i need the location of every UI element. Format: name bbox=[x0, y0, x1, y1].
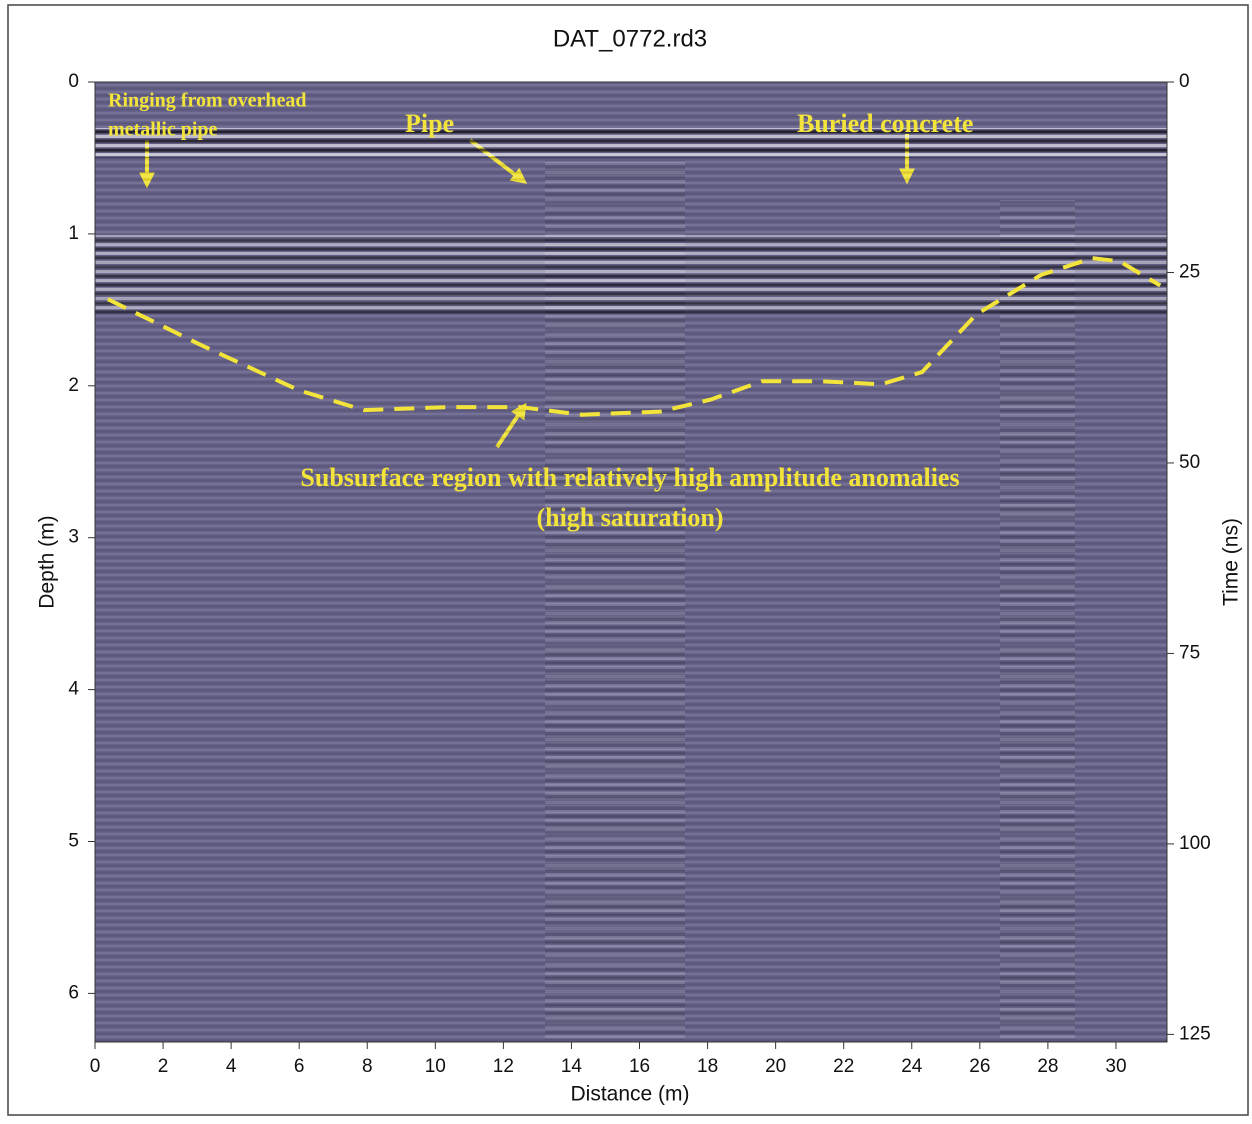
frame bbox=[7, 4, 1249, 1116]
x-axis-label: Distance (m) bbox=[570, 1083, 689, 1106]
texture-surface bbox=[95, 128, 1167, 158]
x-tick-label: 6 bbox=[294, 1056, 305, 1077]
y-tick-label: 0 bbox=[68, 71, 79, 92]
y-tick-label: 2 bbox=[68, 375, 79, 396]
y2-tick-label: 50 bbox=[1179, 452, 1200, 473]
annotation: Pipe bbox=[405, 109, 454, 138]
x-tick-label: 8 bbox=[362, 1056, 373, 1077]
annotation: metallic pipe bbox=[108, 119, 218, 141]
y2-tick-label: 125 bbox=[1179, 1023, 1211, 1044]
x-tick-label: 10 bbox=[425, 1056, 446, 1077]
y2-tick-label: 0 bbox=[1179, 71, 1190, 92]
x-tick-label: 18 bbox=[697, 1056, 718, 1077]
y-axis-label: Depth (m) bbox=[36, 515, 59, 608]
boundary-line bbox=[107, 256, 1162, 417]
annotation: Buried concrete bbox=[797, 109, 973, 138]
plot-border bbox=[94, 81, 1168, 1043]
x-tick-label: 16 bbox=[629, 1056, 650, 1077]
y-tick-label: 1 bbox=[68, 223, 79, 244]
chart-title: DAT_0772.rd3 bbox=[553, 25, 707, 52]
y2-tick-label: 75 bbox=[1179, 642, 1200, 663]
x-tick-label: 14 bbox=[561, 1056, 583, 1077]
texture bbox=[95, 82, 1167, 1042]
x-tick-label: 24 bbox=[901, 1056, 923, 1077]
x-tick-label: 0 bbox=[90, 1056, 101, 1077]
x-tick-label: 20 bbox=[765, 1056, 786, 1077]
y-tick-label: 3 bbox=[68, 527, 79, 548]
x-tick-label: 28 bbox=[1037, 1056, 1058, 1077]
texture-column bbox=[1000, 200, 1075, 1040]
annotation: (high saturation) bbox=[536, 503, 723, 532]
x-tick-label: 26 bbox=[969, 1056, 990, 1077]
x-tick-label: 30 bbox=[1105, 1056, 1126, 1077]
y2-tick-label: 25 bbox=[1179, 261, 1200, 282]
y2-axis-label: Time (ns) bbox=[1220, 518, 1243, 606]
y-tick-label: 4 bbox=[68, 679, 79, 700]
x-tick-label: 4 bbox=[226, 1056, 237, 1077]
y2-tick-label: 100 bbox=[1179, 833, 1211, 854]
x-tick-label: 22 bbox=[833, 1056, 854, 1077]
annotation: Subsurface region with relatively high a… bbox=[300, 463, 959, 492]
x-tick-label: 2 bbox=[158, 1056, 169, 1077]
x-tick-label: 12 bbox=[493, 1056, 514, 1077]
y-tick-label: 5 bbox=[68, 831, 79, 852]
y-tick-label: 6 bbox=[68, 982, 79, 1003]
annotation: Ringing from overhead bbox=[108, 90, 307, 112]
texture-column bbox=[545, 160, 685, 1040]
